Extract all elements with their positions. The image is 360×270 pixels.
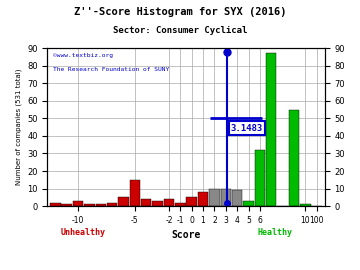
Bar: [175, 202, 185, 206]
Text: The Research Foundation of SUNY: The Research Foundation of SUNY: [53, 67, 169, 72]
Bar: [73, 201, 83, 206]
Bar: [289, 110, 299, 206]
Bar: [152, 201, 163, 206]
Bar: [84, 204, 95, 206]
Y-axis label: Number of companies (531 total): Number of companies (531 total): [15, 69, 22, 185]
Bar: [118, 197, 129, 206]
Bar: [130, 180, 140, 206]
Text: Sector: Consumer Cyclical: Sector: Consumer Cyclical: [113, 26, 247, 35]
Text: Z''-Score Histogram for SYX (2016): Z''-Score Histogram for SYX (2016): [74, 7, 286, 17]
Bar: [255, 150, 265, 206]
Bar: [186, 197, 197, 206]
Bar: [96, 204, 106, 206]
X-axis label: Score: Score: [171, 230, 201, 240]
Bar: [164, 199, 174, 206]
Bar: [209, 188, 220, 206]
Bar: [62, 204, 72, 206]
Bar: [107, 202, 117, 206]
Text: 3.1483: 3.1483: [231, 124, 263, 133]
Bar: [221, 188, 231, 206]
Bar: [50, 202, 60, 206]
Bar: [300, 204, 311, 206]
Bar: [141, 199, 152, 206]
Text: Unhealthy: Unhealthy: [61, 228, 106, 237]
Text: ©www.textbiz.org: ©www.textbiz.org: [53, 53, 113, 58]
Bar: [266, 53, 276, 206]
Bar: [243, 201, 254, 206]
Bar: [232, 190, 242, 206]
Text: Healthy: Healthy: [257, 228, 292, 237]
Bar: [198, 192, 208, 206]
